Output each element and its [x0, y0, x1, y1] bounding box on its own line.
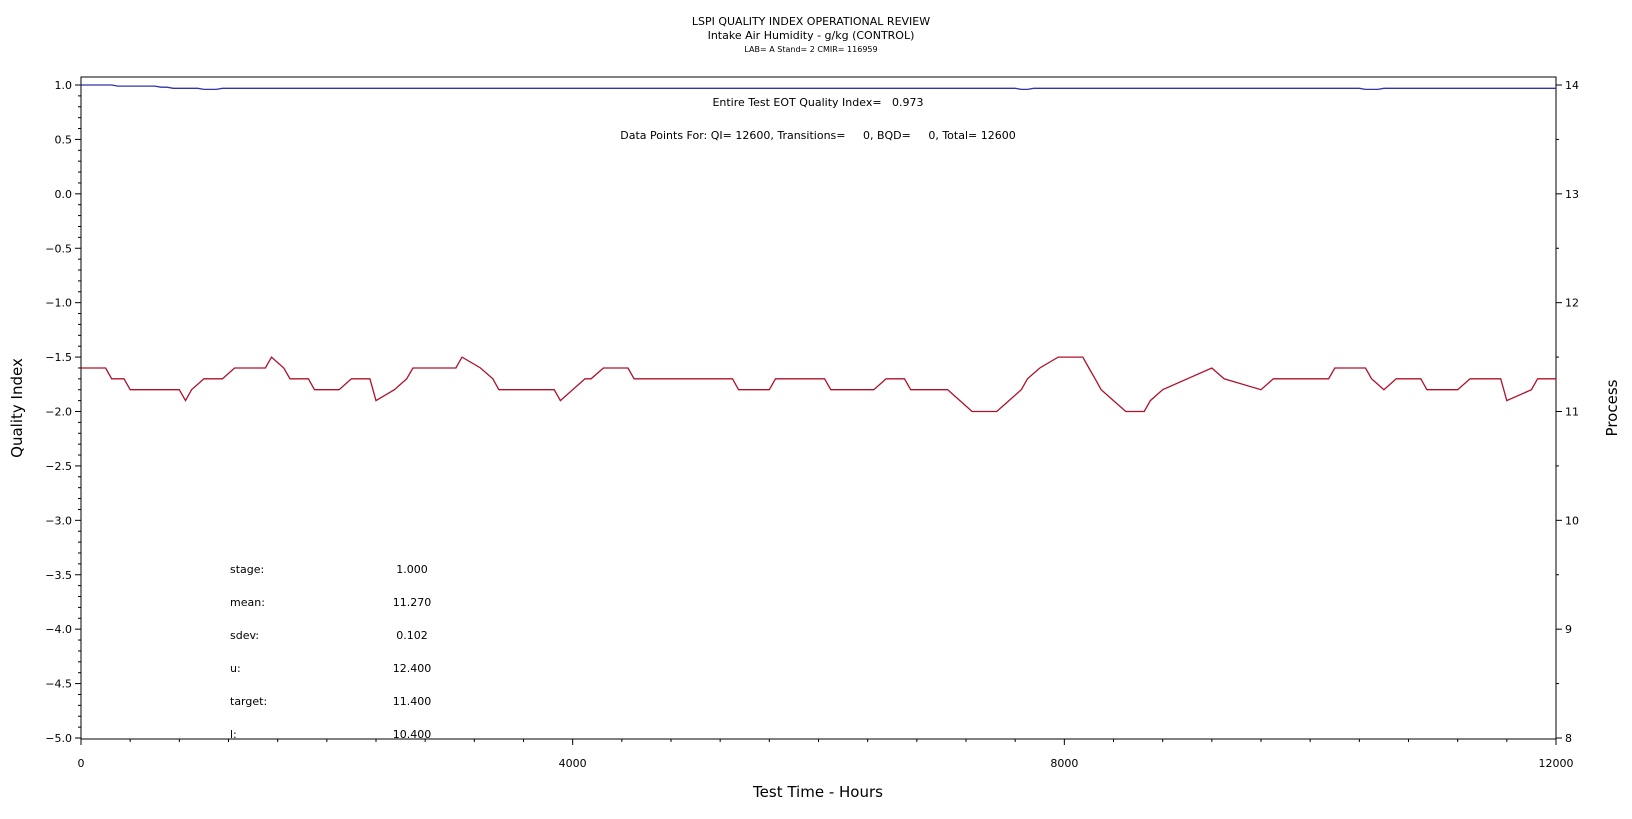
x-tick-label: 0 — [78, 757, 85, 770]
y2-tick-label: 8 — [1565, 732, 1572, 745]
stat-value: 11.270 — [393, 596, 432, 609]
chart-subtitle: Intake Air Humidity - g/kg (CONTROL) — [708, 29, 915, 42]
process-line — [81, 356, 1556, 413]
x-tick-label: 12000 — [1539, 757, 1574, 770]
x-axis-label: Test Time - Hours — [752, 783, 883, 801]
y-tick-label: 1.0 — [55, 79, 73, 92]
chart-title: LSPI QUALITY INDEX OPERATIONAL REVIEW — [692, 15, 930, 28]
y2-tick-label: 13 — [1565, 188, 1579, 201]
stat-value: 1.000 — [396, 563, 428, 576]
y-tick-label: −4.5 — [45, 678, 72, 691]
stat-label: mean: — [230, 596, 265, 609]
stat-value: 10.400 — [393, 728, 432, 741]
y2-tick-label: 10 — [1565, 514, 1579, 527]
y-tick-label: −5.0 — [45, 732, 72, 745]
stats-table: stage: 1.000 mean: 11.270 sdev: 0.102 u: 12.400… — [230, 563, 431, 741]
chart-subtitle-2: LAB= A Stand= 2 CMIR= 116959 — [744, 45, 877, 54]
y-axis-ticks: 1.0 0.5 0.0 −0.5 −1.0 −1.5 −2.0 −2.5 −3.0 −3.5 −4.… — [45, 79, 81, 745]
y-tick-label: −0.5 — [45, 242, 72, 255]
stat-label: u: — [230, 662, 241, 675]
plot-frame — [80, 76, 1557, 740]
y-tick-label: −2.0 — [45, 406, 72, 419]
stat-label: sdev: — [230, 629, 259, 642]
y-axis-label: Quality Index — [8, 358, 26, 458]
annotation-points: Data Points For: QI= 12600, Transitions=… — [620, 129, 1015, 142]
y2-tick-label: 14 — [1565, 79, 1579, 92]
y-tick-label: 0.5 — [55, 133, 73, 146]
quality-index-line — [81, 84, 1556, 91]
y-tick-label: −1.5 — [45, 351, 72, 364]
y-tick-label: −2.5 — [45, 460, 72, 473]
y2-tick-label: 11 — [1565, 406, 1579, 419]
stat-value: 11.400 — [393, 695, 432, 708]
stat-label: l: — [230, 728, 237, 741]
y-tick-label: −4.0 — [45, 623, 72, 636]
y-tick-label: 0.0 — [55, 188, 73, 201]
y2-axis-label: Process — [1603, 379, 1621, 436]
x-axis-ticks: 0 4000 8000 12000 — [78, 739, 1574, 770]
annotation-eot: Entire Test EOT Quality Index= 0.973 — [712, 96, 923, 109]
y2-tick-label: 12 — [1565, 297, 1579, 310]
y-tick-label: −1.0 — [45, 297, 72, 310]
x-tick-label: 8000 — [1050, 757, 1078, 770]
stat-value: 0.102 — [396, 629, 428, 642]
y-tick-label: −3.0 — [45, 514, 72, 527]
stat-value: 12.400 — [393, 662, 432, 675]
stat-label: stage: — [230, 563, 264, 576]
y2-axis-ticks: 14 13 12 11 10 9 8 — [1556, 79, 1579, 745]
y2-tick-label: 9 — [1565, 623, 1572, 636]
y-tick-label: −3.5 — [45, 569, 72, 582]
x-tick-label: 4000 — [559, 757, 587, 770]
stat-label: target: — [230, 695, 267, 708]
series-layer — [81, 84, 1556, 413]
